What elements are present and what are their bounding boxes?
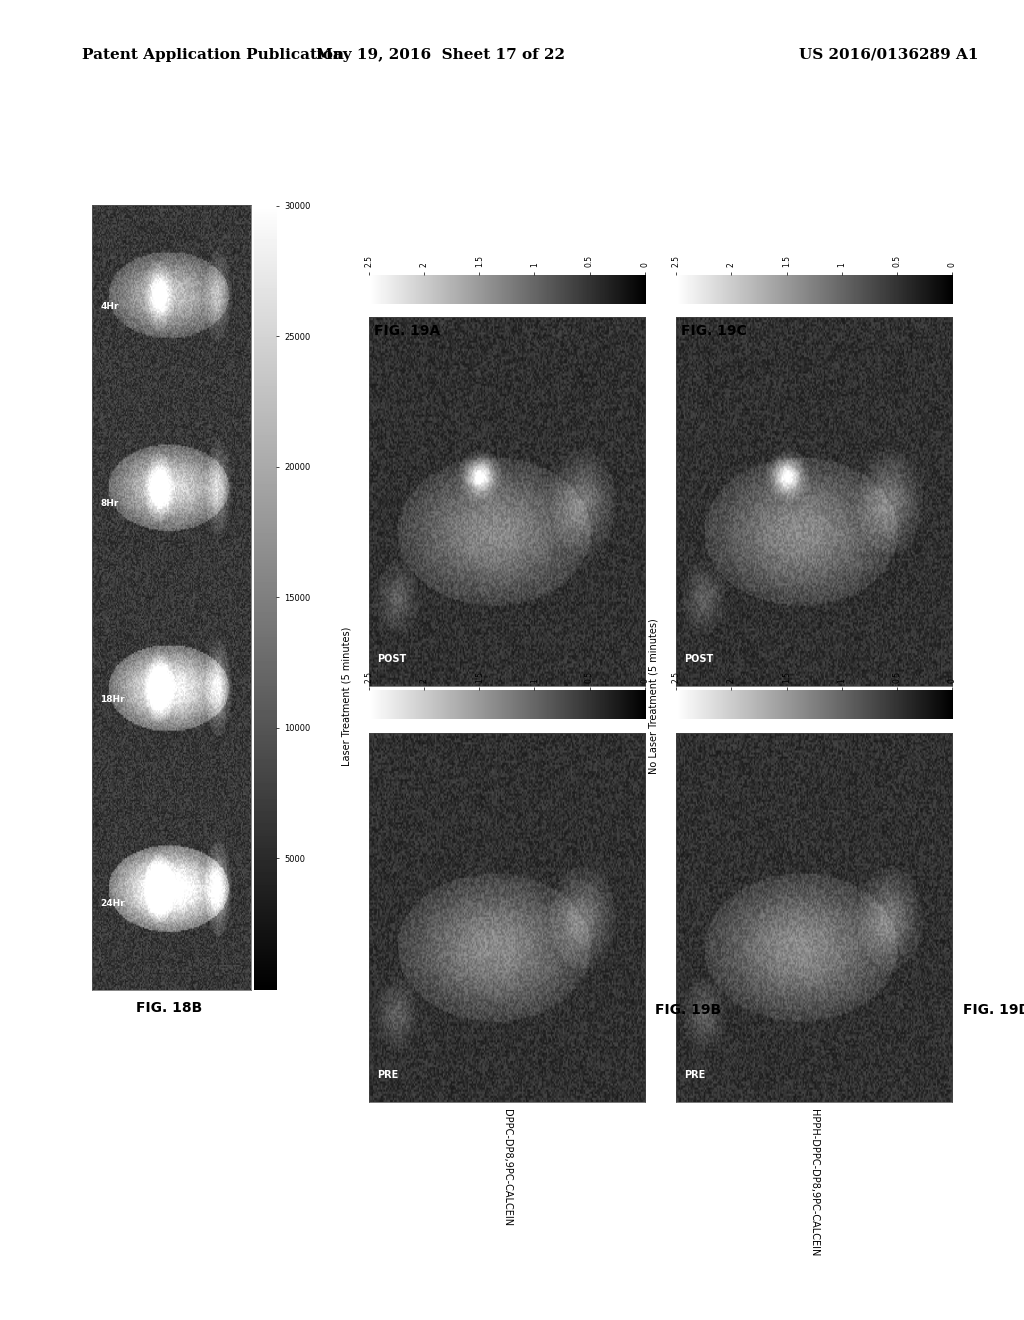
Text: May 19, 2016  Sheet 17 of 22: May 19, 2016 Sheet 17 of 22: [315, 48, 565, 62]
Text: FIG. 19B: FIG. 19B: [655, 1003, 722, 1016]
Text: FIG. 19D: FIG. 19D: [963, 1003, 1024, 1016]
Text: FIG. 19A: FIG. 19A: [374, 325, 440, 338]
Text: 24Hr: 24Hr: [100, 899, 125, 908]
Text: US 2016/0136289 A1: US 2016/0136289 A1: [799, 48, 978, 62]
Text: PRE: PRE: [684, 1071, 706, 1080]
Text: No Laser Treatment (5 minutes): No Laser Treatment (5 minutes): [648, 619, 658, 774]
Text: 8Hr: 8Hr: [100, 499, 119, 508]
Text: Patent Application Publication: Patent Application Publication: [82, 48, 344, 62]
Text: FIG. 18B: FIG. 18B: [136, 1001, 202, 1015]
Text: POST: POST: [377, 655, 407, 664]
Text: PRE: PRE: [377, 1071, 398, 1080]
Text: FIG. 19C: FIG. 19C: [681, 325, 746, 338]
Text: Laser Treatment (5 minutes): Laser Treatment (5 minutes): [341, 627, 351, 766]
Text: HPPH-DPPC-DP8,9PC-CALCEIN: HPPH-DPPC-DP8,9PC-CALCEIN: [809, 1109, 819, 1257]
Text: DPPC-DP8,9PC-CALCEIN: DPPC-DP8,9PC-CALCEIN: [502, 1109, 512, 1226]
Text: POST: POST: [684, 655, 714, 664]
Text: 18Hr: 18Hr: [100, 694, 125, 704]
Text: 4Hr: 4Hr: [100, 302, 119, 312]
